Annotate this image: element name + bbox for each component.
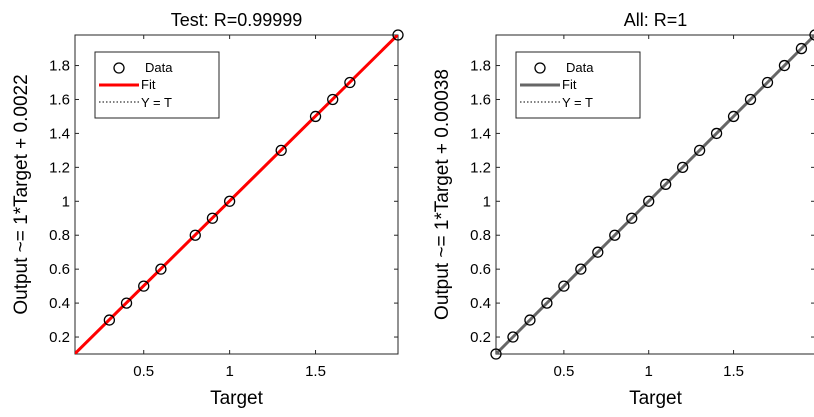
data-point	[344, 76, 356, 89]
data-point	[309, 110, 322, 123]
legend-label-data: Data	[566, 60, 594, 75]
data-point	[223, 195, 236, 207]
chart-title: All: R=1	[624, 10, 688, 30]
y-tick-label: 1.8	[470, 58, 491, 75]
y-tick-label: 0.2	[470, 329, 491, 346]
data-point	[592, 246, 604, 258]
y-tick-label: 0.8	[49, 227, 70, 244]
data-point	[541, 297, 553, 309]
data-point	[795, 42, 808, 55]
data-point	[392, 29, 404, 41]
legend-label-fit: Fit	[562, 77, 577, 92]
data-point	[189, 229, 201, 241]
data-point	[626, 212, 638, 224]
data-point	[727, 110, 740, 123]
x-tick-label: 1	[645, 363, 653, 380]
data-point	[744, 93, 757, 106]
data-point	[138, 280, 150, 292]
y-tick-label: 0.8	[470, 227, 491, 244]
data-point	[710, 127, 723, 140]
legend-label-identity: Y = T	[141, 95, 172, 110]
data-point	[490, 348, 502, 360]
x-axis-label: Target	[629, 388, 683, 409]
y-tick-label: 0.6	[470, 261, 491, 278]
fit-line	[496, 35, 814, 354]
data-point	[524, 314, 536, 326]
data-point	[609, 229, 621, 241]
data-point	[275, 144, 287, 157]
legend-label-data: Data	[145, 60, 173, 75]
chart-panel-1: 0.5 1 1.5 0.2 0.4 0.6 0.8 1 1.2 1.4 1.6 1.8 Test: R=…	[11, 10, 404, 409]
y-tick-label: 1.4	[49, 125, 70, 142]
y-tick-label: 1.2	[470, 159, 491, 176]
y-tick-label: 1	[483, 193, 491, 210]
x-tick-label: 0.5	[133, 363, 154, 380]
y-tick-label: 0.6	[49, 261, 70, 278]
data-point	[761, 76, 774, 89]
x-tick-label: 1.5	[723, 363, 744, 380]
y-tick-label: 0.4	[49, 295, 70, 312]
y-tick-label: 1.6	[470, 91, 491, 108]
data-point	[809, 29, 814, 41]
y-axis-label: Output ~= 1*Target + 0.00038	[432, 69, 453, 320]
x-tick-label: 0.5	[553, 363, 574, 380]
legend: Data Fit Y = T	[94, 51, 220, 119]
x-tick-label: 1.5	[305, 363, 326, 380]
data-point	[507, 331, 519, 343]
data-point	[103, 314, 116, 326]
data-point	[778, 59, 791, 72]
fit-line	[75, 35, 398, 354]
chart-title: Test: R=0.99999	[171, 10, 303, 30]
y-axis-label: Output ~= 1*Target + 0.0022	[11, 74, 32, 314]
data-point	[676, 161, 689, 174]
data-point	[120, 297, 133, 309]
legend: Data Fit Y = T	[515, 51, 641, 119]
y-tick-label: 1	[62, 193, 70, 210]
y-tick-label: 1.8	[49, 58, 70, 75]
data-point	[558, 280, 570, 292]
x-axis-label: Target	[210, 388, 264, 409]
data-point	[327, 93, 339, 106]
x-tick-label: 1	[225, 363, 233, 380]
y-tick-label: 1.2	[49, 159, 70, 176]
legend-label-identity: Y = T	[562, 95, 593, 110]
data-point	[206, 212, 219, 224]
data-point	[660, 178, 672, 190]
y-tick-label: 1.4	[470, 125, 491, 142]
data-point	[693, 144, 706, 157]
chart-panel-2: 0.5 1 1.5 0.2 0.4 0.6 0.8 1 1.2 1.4 1.6 1.8 All: R=1…	[432, 10, 814, 409]
legend-data-marker	[534, 62, 546, 74]
data-point	[643, 195, 655, 207]
y-tick-label: 1.6	[49, 91, 70, 108]
plot-lines	[75, 35, 398, 354]
y-tick-label: 0.4	[470, 295, 491, 312]
data-point	[575, 263, 587, 275]
legend-label-fit: Fit	[141, 77, 156, 92]
y-tick-label: 0.2	[49, 329, 70, 346]
legend-data-marker	[113, 62, 125, 74]
plot-lines	[496, 35, 814, 354]
data-point	[155, 263, 167, 275]
